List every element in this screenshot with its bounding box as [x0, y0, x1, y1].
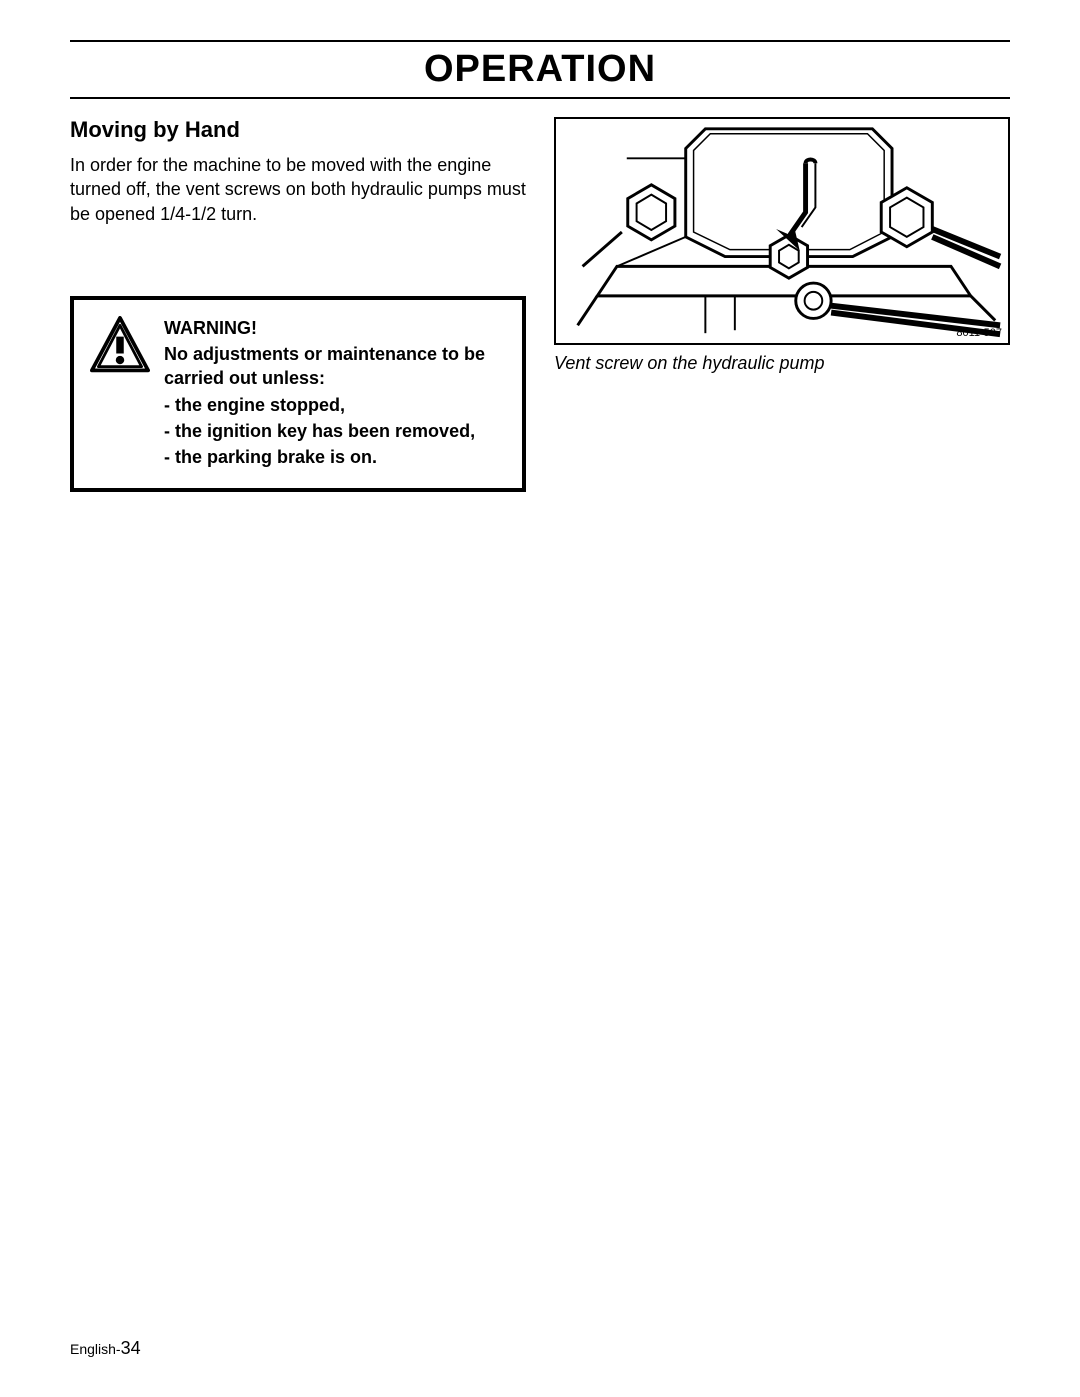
page-title: OPERATION: [70, 48, 1010, 91]
section-heading: Moving by Hand: [70, 117, 526, 143]
figure-caption: Vent screw on the hydraulic pump: [554, 353, 1010, 374]
right-column: 8011-507 Vent screw on the hydraulic pum…: [554, 117, 1010, 492]
arrow-to-vent-screw: [776, 160, 815, 251]
figure-reference-number: 8011-507: [956, 327, 1002, 339]
manual-page: OPERATION Moving by Hand In order for th…: [0, 0, 1080, 1397]
footer-language: English-: [70, 1341, 121, 1357]
hydraulic-pump-illustration: [556, 119, 1008, 343]
warning-item: - the ignition key has been removed,: [164, 419, 506, 443]
section-body: In order for the machine to be moved wit…: [70, 153, 526, 226]
warning-item: - the engine stopped,: [164, 393, 506, 417]
warning-text: WARNING! No adjustments or maintenance t…: [164, 314, 506, 470]
warning-title: WARNING!: [164, 316, 506, 340]
left-column: Moving by Hand In order for the machine …: [70, 117, 526, 492]
warning-triangle-icon: [90, 316, 150, 376]
warning-box: WARNING! No adjustments or maintenance t…: [70, 296, 526, 492]
header-rule-top: [70, 40, 1010, 42]
content-columns: Moving by Hand In order for the machine …: [70, 117, 1010, 492]
header-rule-bottom: [70, 97, 1010, 99]
warning-lead: No adjustments or maintenance to be carr…: [164, 342, 506, 391]
page-footer: English-34: [70, 1338, 141, 1359]
figure-hydraulic-pump: 8011-507: [554, 117, 1010, 345]
warning-item: - the parking brake is on.: [164, 445, 506, 469]
footer-page-number: 34: [121, 1338, 141, 1358]
